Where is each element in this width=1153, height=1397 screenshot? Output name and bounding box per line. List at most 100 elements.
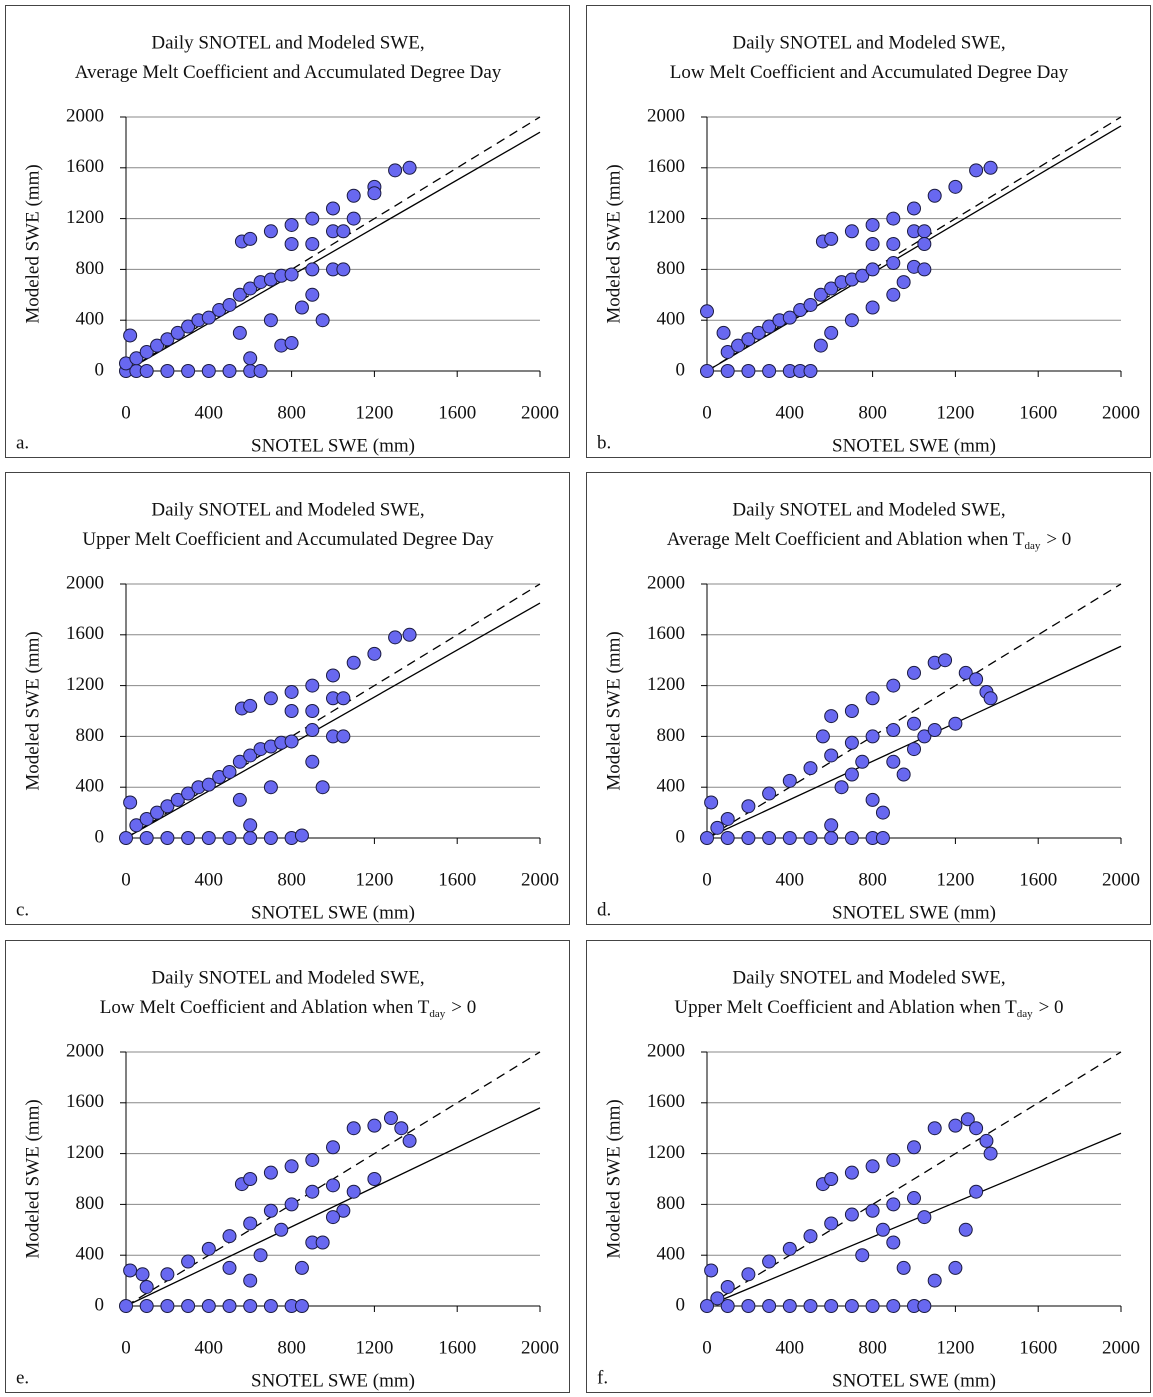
chart-subtitle: Low Melt Coefficient and Ablation when T… bbox=[100, 997, 476, 1019]
x-axis-label: SNOTEL SWE (mm) bbox=[832, 435, 996, 456]
data-point bbox=[896, 767, 911, 782]
data-point bbox=[907, 665, 921, 680]
data-point bbox=[969, 163, 984, 178]
x-tick-label: 800 bbox=[277, 1337, 306, 1358]
subtitle-text: Average Melt Coefficient and Ablation wh… bbox=[667, 529, 1025, 550]
data-point bbox=[824, 231, 839, 246]
data-point bbox=[969, 1184, 984, 1199]
data-point bbox=[762, 831, 777, 845]
chart-title: Daily SNOTEL and Modeled SWE, bbox=[151, 967, 424, 988]
data-point bbox=[263, 831, 278, 845]
data-point bbox=[716, 325, 731, 340]
data-point bbox=[346, 211, 361, 226]
data-point bbox=[139, 831, 154, 845]
data-point bbox=[886, 237, 901, 251]
data-point bbox=[917, 237, 932, 251]
data-point bbox=[886, 1299, 901, 1313]
data-point bbox=[222, 297, 237, 312]
x-tick-label: 1600 bbox=[1019, 869, 1057, 890]
x-tick-label: 1600 bbox=[438, 1337, 476, 1358]
data-point bbox=[782, 773, 797, 788]
data-point bbox=[367, 1172, 382, 1186]
data-point bbox=[948, 1260, 963, 1275]
data-point bbox=[824, 818, 839, 833]
fit-line bbox=[706, 125, 1122, 372]
data-point bbox=[938, 653, 953, 668]
data-point bbox=[844, 735, 859, 750]
subtitle-end: > 0 bbox=[451, 997, 476, 1018]
data-point bbox=[927, 723, 942, 738]
data-point bbox=[181, 364, 196, 378]
chart-title: Daily SNOTEL and Modeled SWE, bbox=[732, 499, 1005, 520]
y-tick-label: 400 bbox=[657, 1244, 686, 1265]
data-point bbox=[243, 818, 258, 833]
y-tick-label: 2000 bbox=[647, 1040, 685, 1061]
data-point bbox=[336, 691, 351, 706]
panel: Daily SNOTEL and Modeled SWE, Low Melt Co… bbox=[5, 940, 570, 1393]
panel: Daily SNOTEL and Modeled SWE, Upper Melt … bbox=[586, 940, 1151, 1393]
data-point bbox=[232, 287, 247, 302]
y-axis-label: Modeled SWE (mm) bbox=[22, 1099, 43, 1258]
x-tick-label: 400 bbox=[195, 402, 224, 423]
data-point bbox=[813, 338, 828, 353]
chart-title: Daily SNOTEL and Modeled SWE, bbox=[151, 32, 424, 53]
data-point bbox=[907, 742, 921, 757]
x-tick-label: 1600 bbox=[438, 402, 476, 423]
x-tick-label: 1200 bbox=[355, 1337, 393, 1358]
data-point bbox=[886, 211, 901, 226]
panel-label: d. bbox=[597, 899, 611, 920]
data-point bbox=[284, 1159, 299, 1174]
data-point bbox=[741, 831, 756, 845]
data-point bbox=[741, 1267, 756, 1282]
data-point bbox=[824, 1172, 839, 1186]
y-axis-label: Modeled SWE (mm) bbox=[603, 164, 624, 323]
chart-subtitle: Upper Melt Coefficient and Ablation when… bbox=[674, 997, 1063, 1019]
data-point bbox=[886, 723, 901, 738]
data-point bbox=[782, 1241, 797, 1256]
data-point bbox=[284, 684, 299, 699]
data-point bbox=[855, 754, 870, 769]
data-point bbox=[875, 1222, 890, 1237]
data-point bbox=[315, 1235, 330, 1250]
data-point bbox=[875, 831, 890, 845]
panel-label: b. bbox=[597, 432, 611, 453]
data-point bbox=[865, 1299, 880, 1313]
chart-subtitle: Low Melt Coefficient and Accumulated Deg… bbox=[670, 62, 1069, 83]
data-point bbox=[284, 1197, 299, 1212]
data-point bbox=[346, 188, 361, 203]
identity-line bbox=[125, 116, 541, 372]
data-point bbox=[160, 831, 175, 845]
data-point bbox=[844, 704, 859, 718]
data-point bbox=[294, 1260, 309, 1275]
data-point bbox=[305, 723, 320, 738]
data-point bbox=[402, 1133, 417, 1148]
data-point bbox=[844, 224, 859, 239]
data-point bbox=[294, 300, 309, 315]
data-point bbox=[160, 799, 175, 814]
y-tick-label: 800 bbox=[76, 1193, 105, 1214]
data-point bbox=[927, 1273, 942, 1288]
data-point bbox=[960, 1112, 975, 1127]
data-point bbox=[886, 754, 901, 769]
data-point bbox=[865, 691, 880, 706]
data-point bbox=[720, 1299, 735, 1313]
x-tick-label: 0 bbox=[121, 402, 131, 423]
data-point bbox=[305, 754, 320, 769]
data-point bbox=[305, 262, 320, 277]
data-point bbox=[824, 325, 839, 340]
data-point bbox=[201, 1241, 216, 1256]
data-point bbox=[263, 1165, 278, 1180]
data-point bbox=[294, 828, 309, 843]
data-point bbox=[844, 831, 859, 845]
x-tick-label: 0 bbox=[702, 1337, 712, 1358]
y-tick-label: 1600 bbox=[66, 623, 104, 644]
data-point bbox=[336, 729, 351, 744]
data-point bbox=[803, 297, 818, 312]
data-point bbox=[160, 364, 175, 378]
data-point bbox=[917, 1299, 932, 1313]
data-point bbox=[305, 1152, 320, 1167]
data-point bbox=[129, 351, 144, 366]
chart-title: Daily SNOTEL and Modeled SWE, bbox=[732, 967, 1005, 988]
data-point bbox=[284, 704, 299, 718]
data-point bbox=[824, 1299, 839, 1313]
